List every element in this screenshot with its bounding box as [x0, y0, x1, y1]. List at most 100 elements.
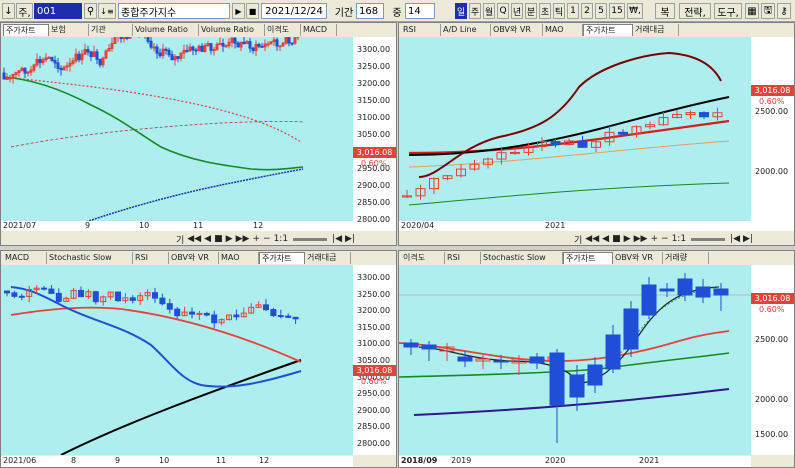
candle-body: [181, 311, 188, 317]
price-chart-area[interactable]: [399, 265, 751, 455]
timeframe-button-5[interactable]: 분: [525, 3, 537, 19]
tools-button[interactable]: 도구,: [714, 3, 742, 19]
nav-down-button[interactable]: ↓: [2, 3, 15, 19]
save-icon[interactable]: 🖫: [761, 3, 775, 19]
timeframe-button-0[interactable]: 일: [455, 3, 467, 19]
timeframe-button-3[interactable]: Q: [497, 3, 509, 19]
date-input[interactable]: 2021/12/24: [261, 3, 327, 19]
code-input[interactable]: 001: [34, 3, 82, 19]
candle-body: [44, 57, 48, 61]
price-chart-area[interactable]: [399, 37, 751, 231]
chart-control-6[interactable]: +: [252, 234, 261, 244]
period-input[interactable]: 168: [356, 3, 384, 19]
tab-4[interactable]: MAO: [219, 252, 259, 264]
tab-2[interactable]: RSI: [133, 252, 169, 264]
key-icon[interactable]: ⚷: [777, 3, 791, 19]
timeframe-button-2[interactable]: 월: [483, 3, 495, 19]
tab-4[interactable]: Volume Ratio: [199, 24, 265, 36]
timeframe-button-12[interactable]: ₩,: [627, 3, 643, 19]
chart-control-3[interactable]: ■: [612, 234, 621, 244]
chart-control-5[interactable]: ▶▶: [235, 234, 250, 244]
chart-control-5[interactable]: ▶▶: [633, 234, 648, 244]
chart-control-4[interactable]: ▶: [225, 234, 233, 244]
chart-control-4[interactable]: ▶: [623, 234, 631, 244]
tab-2[interactable]: OBV와 VR: [491, 24, 543, 36]
strategy-button[interactable]: 전략,: [679, 3, 711, 19]
chart-control-6[interactable]: +: [650, 234, 659, 244]
timeframe-button-10[interactable]: 5: [595, 3, 607, 19]
tab-2[interactable]: Stochastic Slow: [481, 252, 563, 264]
tab-3[interactable]: MAO: [543, 24, 583, 36]
tab-3[interactable]: Volume Ratio: [133, 24, 199, 36]
tab-2[interactable]: 기관: [89, 24, 133, 36]
play-icon[interactable]: ▶: [232, 3, 245, 19]
tab-5[interactable]: 이격도: [265, 24, 301, 36]
change-percent: 0.60%: [361, 377, 387, 386]
index-name-field[interactable]: 종합주가지수: [118, 3, 230, 19]
tab-4[interactable]: 주가차트: [583, 24, 633, 36]
candle-body: [38, 58, 42, 64]
ma-mid-dashed: [10, 120, 304, 148]
tab-0[interactable]: RSI: [401, 24, 441, 36]
chart-control-8[interactable]: 1:1: [671, 234, 687, 244]
chart-control-9[interactable]: |◀: [730, 234, 741, 244]
grid-icon[interactable]: ▦: [745, 3, 759, 19]
tab-0[interactable]: 주가차트: [3, 24, 49, 36]
chart-control-7[interactable]: −: [661, 234, 669, 244]
tab-3[interactable]: 주가차트: [563, 252, 613, 264]
y-tick-label: 2900.00: [357, 181, 391, 190]
chart-control-7[interactable]: −: [263, 234, 271, 244]
tab-1[interactable]: Stochastic Slow: [47, 252, 133, 264]
timeframe-button-8[interactable]: 1: [567, 3, 579, 19]
chart-control-2[interactable]: ◀: [204, 234, 212, 244]
tab-6[interactable]: MACD: [301, 24, 337, 36]
tab-1[interactable]: RSI: [445, 252, 481, 264]
market-selector[interactable]: 주,: [16, 3, 33, 19]
chart-control-10[interactable]: ▶|: [743, 234, 753, 244]
x-axis: 2021/06 8 9 10 11 12: [1, 456, 353, 467]
price-chart-area[interactable]: [1, 265, 353, 456]
search-icon[interactable]: ⚲: [84, 3, 97, 19]
chart-control-9[interactable]: |◀: [332, 234, 343, 244]
chart-control-10[interactable]: ▶|: [345, 234, 355, 244]
timeframe-button-1[interactable]: 주: [469, 3, 481, 19]
zoom-slider[interactable]: [293, 237, 328, 241]
tab-0[interactable]: 이격도: [401, 252, 445, 264]
sort-icon[interactable]: ↓≡: [98, 3, 116, 19]
x-tick-label: 10: [159, 456, 170, 465]
chart-control-1[interactable]: ◀◀: [585, 234, 600, 244]
chart-control-0[interactable]: 기: [176, 235, 185, 246]
candle-body: [125, 35, 129, 39]
tab-6[interactable]: 거래대금: [305, 252, 351, 264]
zoom-slider[interactable]: [691, 237, 726, 241]
chart-control-1[interactable]: ◀◀: [187, 234, 202, 244]
candle-body: [537, 141, 547, 147]
price-chart-area[interactable]: [1, 23, 353, 232]
tab-1[interactable]: 보험: [49, 24, 89, 36]
chart-control-2[interactable]: ◀: [602, 234, 610, 244]
timeframe-button-4[interactable]: 년: [511, 3, 523, 19]
y-tick-label: 3050.00: [357, 356, 391, 365]
chart-control-0[interactable]: 기: [574, 235, 583, 246]
ma-purple: [413, 388, 730, 416]
copy-button[interactable]: 복: [655, 3, 675, 19]
tab-4[interactable]: OBV와 VR: [613, 252, 663, 264]
timeframe-button-6[interactable]: 초: [539, 3, 551, 19]
tab-5[interactable]: 거래대금: [633, 24, 679, 36]
timeframe-button-7[interactable]: 틱: [553, 3, 565, 19]
tab-5[interactable]: 주가차트: [259, 252, 305, 264]
candle-body: [59, 67, 63, 71]
chart-control-8[interactable]: 1:1: [273, 234, 289, 244]
chart-control-3[interactable]: ■: [214, 234, 223, 244]
tab-0[interactable]: MACD: [3, 252, 47, 264]
tab-5[interactable]: 거래량: [663, 252, 709, 264]
candle-body: [257, 43, 261, 47]
scale-input[interactable]: 14: [405, 3, 435, 19]
tab-1[interactable]: A/D Line: [441, 24, 491, 36]
timeframe-button-11[interactable]: 15: [609, 3, 625, 19]
tab-3[interactable]: OBV와 VR: [169, 252, 219, 264]
candle-body: [35, 58, 39, 66]
stop-icon[interactable]: ■: [246, 3, 259, 19]
timeframe-button-9[interactable]: 2: [581, 3, 593, 19]
y-tick-label: 2900.00: [357, 405, 391, 415]
